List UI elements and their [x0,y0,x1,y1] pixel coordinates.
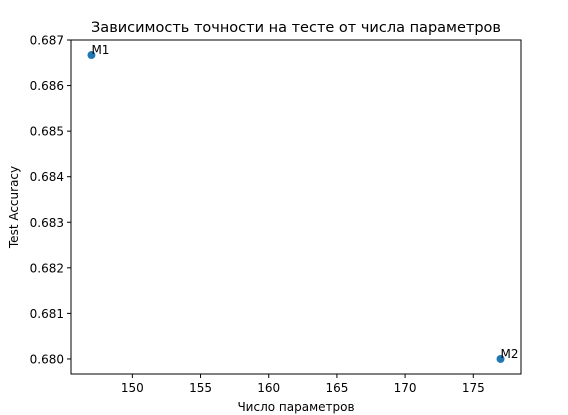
y-tick-label: 0.687 [30,34,64,48]
x-tick-label: 170 [394,381,417,395]
data-point-m1 [87,51,96,60]
data-points: M1 M2 [87,43,519,363]
y-axis-ticks: 0.680 0.681 0.682 0.683 0.684 0.685 0.686 0.687 [30,34,71,366]
data-point-m2 [496,354,505,363]
x-tick-label: 175 [462,381,485,395]
x-tick-label: 150 [121,381,144,395]
y-tick-label: 0.684 [30,170,64,184]
x-axis-ticks: 150 155 160 165 170 175 [121,374,485,395]
y-axis-label: Test Accuracy [7,166,21,249]
data-point-label-m1: M1 [91,43,109,57]
plot-area-frame [70,39,522,375]
y-tick-label: 0.686 [30,79,64,93]
x-axis-label: Число параметров [237,400,354,414]
x-tick-label: 155 [189,381,212,395]
y-tick-label: 0.681 [30,307,64,321]
data-point-label-m2: M2 [501,347,519,361]
y-tick-label: 0.685 [30,125,64,139]
x-tick-label: 165 [325,381,348,395]
chart-title: Зависимость точности на тесте от числа п… [91,20,501,36]
y-tick-label: 0.682 [30,261,64,275]
y-tick-label: 0.680 [30,352,64,366]
x-tick-label: 160 [257,381,280,395]
y-tick-label: 0.683 [30,216,64,230]
